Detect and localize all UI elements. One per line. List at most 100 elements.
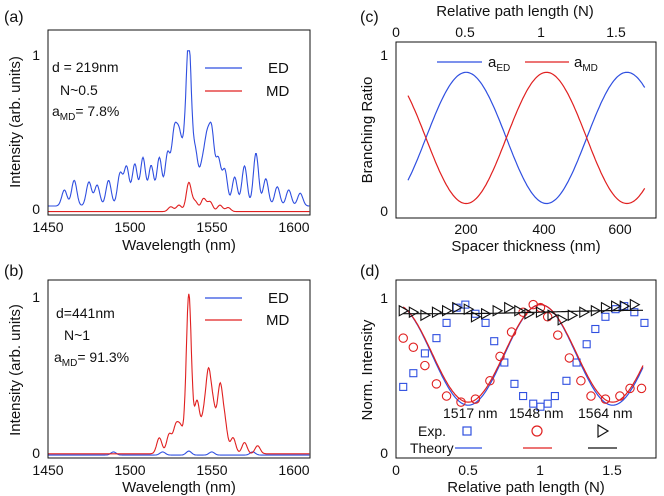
panel-b-ratio-symbol: a [54, 349, 62, 365]
point-square-marker [481, 318, 490, 327]
panel-c-plot-area [407, 71, 646, 205]
point-circle-marker [506, 327, 517, 337]
panel-c-xtick: 400 [532, 221, 556, 237]
point-circle-marker [600, 394, 611, 404]
point-square-marker [543, 399, 552, 408]
point-triangle-marker [452, 301, 463, 314]
panel-b-xtick: 1450 [32, 462, 63, 478]
point-square-marker [510, 379, 519, 388]
point-square-marker [420, 349, 429, 358]
point-triangle-marker [442, 304, 453, 317]
point-circle-marker [625, 383, 635, 394]
panel-b-plot-area [48, 293, 310, 456]
panel-b-ratio-subscript: MD [62, 358, 78, 369]
point-triangle-marker [535, 306, 547, 319]
panel-c-top-xlabel: Relative path length (N) [436, 3, 594, 20]
point-triangle-marker [524, 307, 536, 320]
panel-b-thickness-text: d=441nm [56, 305, 115, 321]
panel-b-label: (b) [4, 263, 24, 280]
point-square-marker [572, 358, 581, 367]
point-triangle-marker [611, 300, 622, 313]
panel-d-xlabel: Relative path length (N) [447, 479, 605, 496]
point-triangle-marker [629, 298, 641, 311]
point-circle-marker [398, 333, 408, 343]
point-square-marker [601, 312, 610, 321]
point-circle-marker [408, 342, 419, 353]
point-square-marker [550, 391, 559, 401]
point-circle-marker [576, 376, 586, 386]
point-circle-marker [564, 353, 575, 363]
point-circle-marker [485, 376, 495, 386]
panel-c-top-tick: 1.5 [606, 24, 626, 40]
panel-d-xtick: 1.5 [602, 462, 622, 478]
panel-d-x-ticks: 0 0.5 1 1.5 [392, 462, 622, 478]
panel-d-frame [395, 279, 657, 459]
point-triangle-marker [579, 306, 590, 319]
panel-b-xtick: 1500 [114, 462, 145, 478]
panel-d-ytick: 0 [380, 445, 388, 461]
point-square-marker [500, 358, 509, 367]
point-circle-marker [441, 391, 452, 401]
panel-c-xtick: 200 [454, 221, 478, 237]
point-triangle-marker [463, 303, 475, 316]
point-triangle-marker [398, 304, 410, 317]
panel-a-thickness-text: d = 219nm [52, 59, 119, 75]
panel-d-ytick: 1 [380, 290, 388, 306]
panel-a-xtick: 1500 [114, 219, 145, 235]
panel-d-legend: 1517 nm 1548 nm 1564 nm Exp. Theory [410, 405, 632, 456]
panel-d-ylabel: Norm. Intensity [359, 319, 376, 420]
series-amd-curve [407, 71, 646, 205]
panel-b-x-ticks: 1450 1500 1550 1600 [32, 462, 309, 478]
legend-amd-symbol: a [574, 54, 583, 71]
fit-circle-curve [402, 303, 644, 403]
point-triangle-marker [600, 301, 612, 314]
panel-c-label: (c) [360, 9, 379, 26]
panel-b-legend: ED MD [205, 290, 289, 329]
panel-c: (c) Relative path length (N) 0 0.5 1 1.5… [359, 3, 657, 255]
legend-triangle-marker [597, 423, 610, 439]
panel-c-frame [395, 41, 657, 219]
panel-d-xtick: 1 [536, 462, 544, 478]
legend-1564-label: 1564 nm [578, 405, 632, 421]
point-circle-marker [553, 330, 563, 340]
point-triangle-marker [408, 306, 420, 319]
panel-a-x-ticks: 1450 1500 1550 1600 [32, 219, 309, 235]
legend-ed-label: ED [268, 60, 289, 77]
point-triangle-marker [590, 304, 602, 317]
point-square-marker [409, 369, 418, 378]
panel-a-ylabel: Intensity (arb. units) [7, 56, 24, 188]
legend-md-label: MD [266, 312, 289, 329]
panel-c-ytick: 0 [380, 203, 388, 219]
panel-d-label: (d) [360, 263, 380, 280]
panel-a-legend: ED MD [205, 60, 289, 100]
legend-aed-subscript: ED [496, 63, 510, 74]
point-triangle-marker [504, 301, 515, 314]
panel-c-top-ticks: 0 0.5 1 1.5 [392, 24, 626, 40]
point-square-marker [490, 337, 499, 346]
legend-amd-subscript: MD [582, 63, 598, 74]
panel-a-frame [47, 29, 311, 216]
panel-c-x-ticks: 200 400 600 [454, 221, 632, 237]
panel-a-ratio-subscript: MD [60, 112, 76, 123]
panel-b-xtick: 1600 [278, 462, 309, 478]
panel-c-top-tick: 0.5 [455, 24, 475, 40]
panel-d-xtick: 0.5 [458, 462, 478, 478]
series-md-line [48, 181, 310, 213]
point-triangle-marker [514, 304, 525, 317]
panel-a-xlabel: Wavelength (nm) [122, 237, 236, 254]
point-circle-marker [431, 379, 442, 389]
panel-b-frame [47, 279, 311, 459]
point-circle-marker [495, 351, 505, 362]
panel-a-ratio-symbol: a [52, 103, 60, 119]
legend-aed-symbol: a [488, 54, 497, 71]
point-triangle-marker [557, 313, 569, 326]
panel-a-ratio-value: = 7.8% [75, 103, 119, 119]
panel-a-xtick: 1450 [32, 219, 63, 235]
panel-b-ylabel: Intensity (arb. units) [7, 304, 24, 436]
point-circle-marker [586, 391, 596, 401]
panel-a-plot-area [48, 50, 310, 213]
point-square-marker [582, 340, 591, 349]
point-triangle-marker [619, 300, 631, 313]
legend-md-label: MD [266, 83, 289, 100]
